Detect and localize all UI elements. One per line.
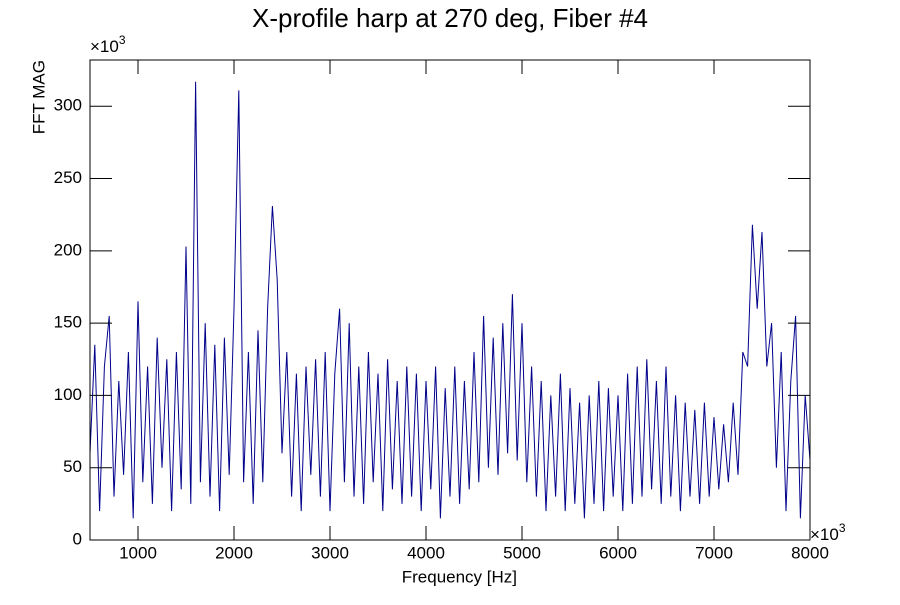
x-multiplier-exp: 3 xyxy=(839,521,846,535)
x-tick-label: 6000 xyxy=(599,543,637,562)
data-line xyxy=(89,81,811,519)
x-tick-label: 2000 xyxy=(215,543,253,562)
y-multiplier-exp: 3 xyxy=(119,33,126,47)
x-tick-label: 5000 xyxy=(503,543,541,562)
x-multiplier-base: ×10 xyxy=(810,525,839,544)
x-tick-label: 3000 xyxy=(311,543,349,562)
x-tick-label: 1000 xyxy=(119,543,157,562)
plot-frame xyxy=(89,59,811,541)
y-multiplier: ×103 xyxy=(90,33,126,56)
x-axis-label: Frequency [Hz] xyxy=(402,567,517,586)
y-axis-label: FFT MAG xyxy=(29,60,48,134)
x-tick-label: 8000 xyxy=(791,543,829,562)
y-tick-label: 0 xyxy=(73,529,82,548)
y-tick-label: 100 xyxy=(54,385,82,404)
chart-title: X-profile harp at 270 deg, Fiber #4 xyxy=(252,3,648,33)
y-tick-label: 150 xyxy=(54,313,82,332)
y-tick-label: 250 xyxy=(54,168,82,187)
x-multiplier: ×103 xyxy=(810,521,846,544)
y-tick-label: 50 xyxy=(63,457,82,476)
y-multiplier-base: ×10 xyxy=(90,37,119,56)
y-tick-label: 200 xyxy=(54,240,82,259)
x-tick-label: 4000 xyxy=(407,543,445,562)
x-tick-label: 7000 xyxy=(695,543,733,562)
y-tick-label: 300 xyxy=(54,96,82,115)
